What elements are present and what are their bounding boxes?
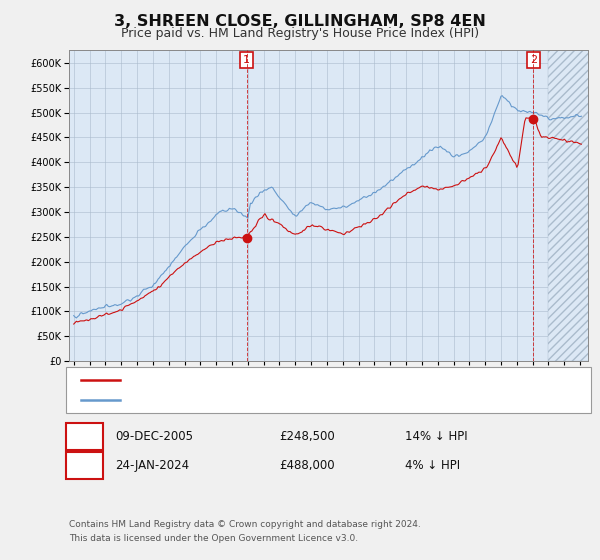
Text: 1: 1 [243,55,250,65]
Text: 2: 2 [80,459,89,473]
Text: 24-JAN-2024: 24-JAN-2024 [115,459,190,473]
Text: 4% ↓ HPI: 4% ↓ HPI [405,459,460,473]
Text: 14% ↓ HPI: 14% ↓ HPI [405,430,467,444]
Text: 2: 2 [530,55,537,65]
Text: HPI: Average price, detached house, Dorset: HPI: Average price, detached house, Dors… [126,395,353,405]
Text: 1: 1 [80,430,89,444]
Text: £248,500: £248,500 [279,430,335,444]
Text: Price paid vs. HM Land Registry's House Price Index (HPI): Price paid vs. HM Land Registry's House … [121,27,479,40]
Text: This data is licensed under the Open Government Licence v3.0.: This data is licensed under the Open Gov… [69,534,358,543]
Bar [548,50,596,361]
Text: 3, SHREEN CLOSE, GILLINGHAM, SP8 4EN: 3, SHREEN CLOSE, GILLINGHAM, SP8 4EN [114,14,486,29]
Text: £488,000: £488,000 [279,459,335,473]
Text: Contains HM Land Registry data © Crown copyright and database right 2024.: Contains HM Land Registry data © Crown c… [69,520,421,529]
Text: 3, SHREEN CLOSE, GILLINGHAM, SP8 4EN (detached house): 3, SHREEN CLOSE, GILLINGHAM, SP8 4EN (de… [126,375,436,385]
Text: 09-DEC-2005: 09-DEC-2005 [115,430,193,444]
